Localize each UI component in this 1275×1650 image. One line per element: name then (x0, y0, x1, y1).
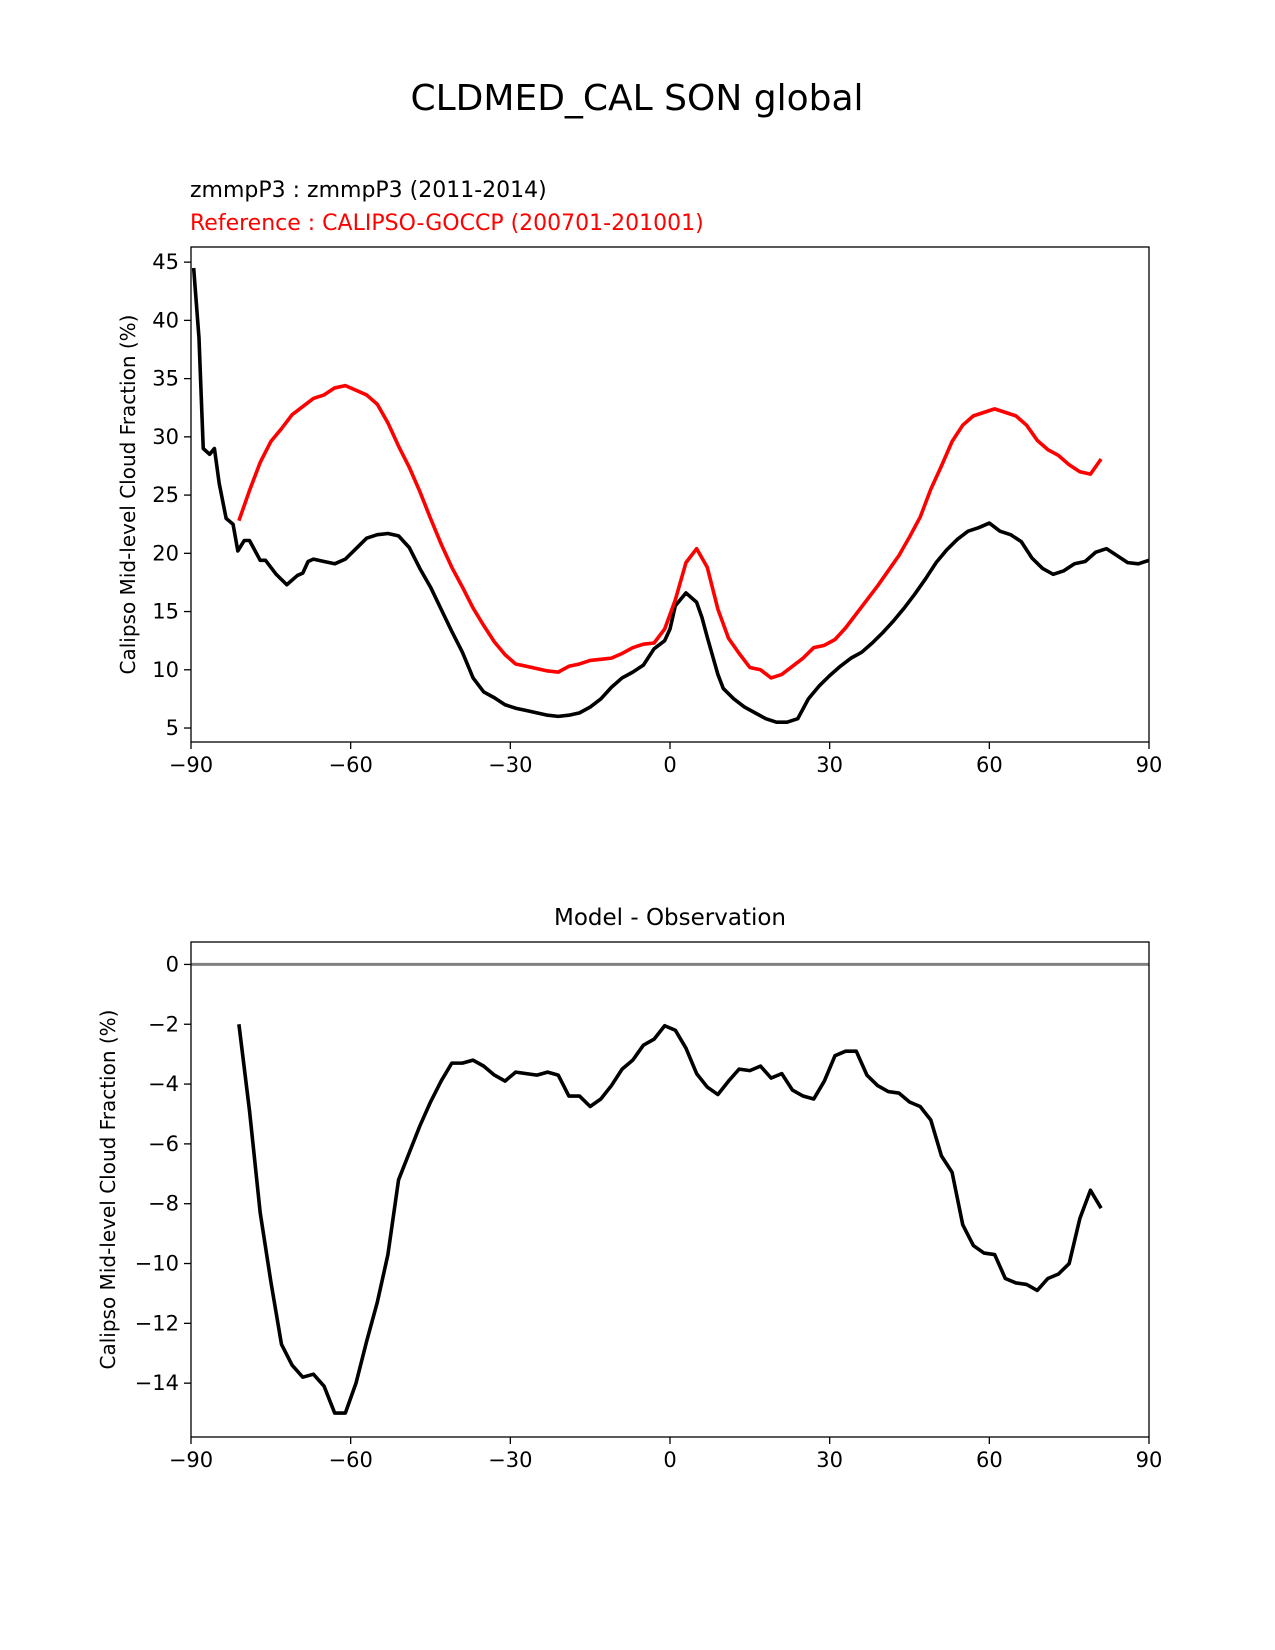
top-ytick-label: 5 (166, 716, 179, 740)
top-xtick-label: −60 (329, 753, 373, 777)
bottom-xtick-label: 60 (976, 1448, 1003, 1472)
figure-title: CLDMED_CAL SON global (410, 78, 863, 119)
bottom-ytick-label: −14 (135, 1371, 179, 1395)
bottom-ytick-label: −4 (148, 1072, 179, 1096)
bottom-axes-frame (190, 941, 1150, 1438)
bottom-ytick-label: −10 (135, 1252, 179, 1276)
bottom-ytick-label: 0 (166, 952, 179, 976)
top-xtick-label: 60 (976, 753, 1003, 777)
bottom-title: Model - Observation (554, 905, 786, 931)
top-ytick-label: 45 (152, 250, 179, 274)
top-ylabel: Calipso Mid-level Cloud Fraction (%) (116, 315, 140, 675)
top-ytick-label: 25 (152, 483, 179, 507)
bottom-xtick-label: 30 (816, 1448, 843, 1472)
bottom-ytick-label: −2 (148, 1012, 179, 1036)
top-chart: zmmpP3 : zmmpP3 (2011-2014) Reference : … (116, 178, 1162, 777)
top-ytick-label: 40 (152, 308, 179, 332)
top-ytick-label: 15 (152, 600, 179, 624)
bottom-chart: Model - Observation −90 −60 −30 0 30 60 90 0 −2 −… (96, 905, 1162, 1472)
bottom-xtick-label: −90 (169, 1448, 213, 1472)
top-xtick-label: 90 (1136, 753, 1163, 777)
bottom-series-line-0 (237, 1023, 1103, 1415)
bottom-xtick-label: 0 (663, 1448, 676, 1472)
model-subtitle: zmmpP3 : zmmpP3 (2011-2014) (190, 178, 547, 203)
top-xtick-label: 30 (816, 753, 843, 777)
top-xtick-label: −30 (488, 753, 532, 777)
bottom-ytick-label: −8 (148, 1192, 179, 1216)
top-xtick-label: 0 (663, 753, 676, 777)
bottom-xtick-label: −30 (488, 1448, 532, 1472)
bottom-xtick-label: −60 (329, 1448, 373, 1472)
top-ytick-label: 20 (152, 541, 179, 565)
top-ytick-label: 30 (152, 425, 179, 449)
top-ytick-label: 35 (152, 367, 179, 391)
bottom-ylabel: Calipso Mid-level Cloud Fraction (%) (96, 1010, 120, 1370)
top-xtick-label: −90 (169, 753, 213, 777)
top-ytick-label: 10 (152, 658, 179, 682)
reference-subtitle: Reference : CALIPSO-GOCCP (200701-201001… (190, 211, 704, 236)
bottom-xtick-label: 90 (1136, 1448, 1163, 1472)
top-series-line-1 (237, 383, 1103, 680)
top-axes-frame (190, 246, 1150, 743)
bottom-ytick-label: −12 (135, 1311, 179, 1335)
top-series-line-0 (191, 267, 1149, 725)
bottom-ytick-label: −6 (148, 1132, 179, 1156)
